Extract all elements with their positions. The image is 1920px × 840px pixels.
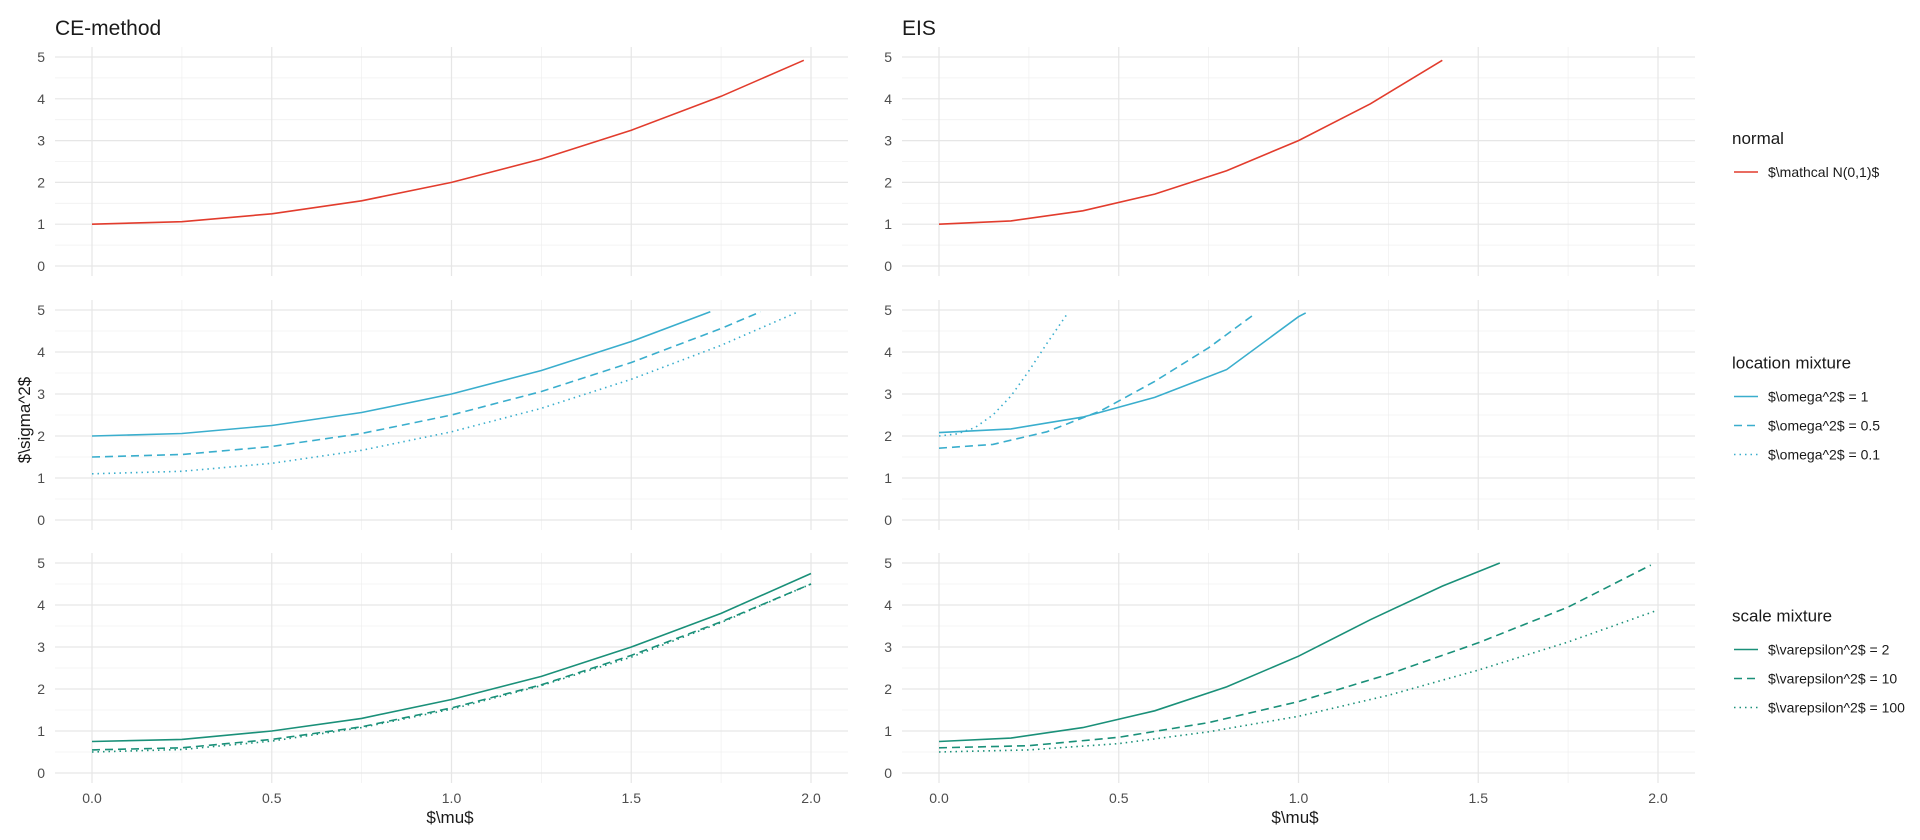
legend-layer: normal $\mathcal N(0,1)$ location mixture $…: [1732, 129, 1905, 716]
x-tick-label: 1.0: [1289, 790, 1309, 806]
tick-layer: 0 1 2 3 4 5 0 1 2 3 4 5 0 1 2 3 4 5 0 1 2 3 4 5 0 1 2 3 4 5 0.0 0.5 1.0 1…: [37, 49, 1668, 806]
legend-label: $\omega^2$ = 1: [1768, 389, 1869, 405]
x-tick-label: 2.0: [1648, 790, 1668, 806]
y-tick-label: 4: [884, 91, 892, 107]
y-tick-label: 3: [884, 386, 892, 402]
y-tick-label: 2: [37, 428, 45, 444]
y-tick-label: 1: [884, 470, 892, 486]
y-tick-label: 1: [884, 216, 892, 232]
x-axis-title-right: $\mu$: [1271, 808, 1319, 827]
series-layer: [91, 59, 1659, 753]
y-tick-label: 4: [884, 597, 892, 613]
legend-title: location mixture: [1732, 354, 1851, 373]
x-tick-label: 2.0: [801, 790, 821, 806]
facet-title-ce-method: CE-method: [55, 17, 161, 40]
x-tick-label: 1.0: [442, 790, 462, 806]
x-tick-label: 1.5: [1469, 790, 1489, 806]
series-line-scale-solid-eis: [938, 562, 1501, 743]
y-tick-label: 0: [884, 258, 892, 274]
y-tick-label: 4: [37, 91, 45, 107]
series-line-scale-dashed-ce: [91, 583, 812, 751]
y-tick-label: 2: [884, 681, 892, 697]
series-line-scale-solid-ce: [91, 572, 812, 743]
series-line-location-dotted-eis: [938, 311, 1070, 437]
legend-label: $\omega^2$ = 0.5: [1768, 418, 1880, 434]
y-tick-label: 0: [37, 765, 45, 781]
y-tick-label: 3: [884, 133, 892, 149]
y-tick-label: 2: [884, 428, 892, 444]
x-tick-label: 0.0: [929, 790, 949, 806]
x-tick-label: 0.5: [262, 790, 282, 806]
legend-label: $\omega^2$ = 0.1: [1768, 447, 1880, 463]
y-tick-label: 5: [884, 49, 892, 65]
y-tick-label: 1: [37, 216, 45, 232]
legend-label: $\varepsilon^2$ = 2: [1768, 642, 1890, 658]
y-tick-label: 5: [37, 49, 45, 65]
y-tick-label: 4: [37, 344, 45, 360]
x-tick-label: 1.5: [622, 790, 642, 806]
series-line-location-dashed-ce: [91, 310, 762, 458]
y-tick-label: 0: [884, 512, 892, 528]
series-line-normal-solid-ce: [91, 59, 805, 225]
legend-label: $\varepsilon^2$ = 10: [1768, 671, 1897, 687]
y-tick-label: 3: [37, 386, 45, 402]
y-tick-label: 1: [37, 723, 45, 739]
y-tick-label: 5: [37, 555, 45, 571]
series-line-scale-dashed-eis: [938, 564, 1652, 749]
y-axis-title: $\sigma^2$: [15, 376, 34, 463]
series-line-normal-solid-eis: [938, 59, 1443, 225]
x-tick-label: 0.5: [1109, 790, 1129, 806]
y-tick-label: 5: [884, 555, 892, 571]
grid-layer: [55, 47, 1695, 783]
facet-title-eis: EIS: [902, 17, 936, 40]
y-tick-label: 0: [37, 258, 45, 274]
legend-label: $\mathcal N(0,1)$: [1768, 164, 1879, 180]
y-tick-label: 3: [37, 133, 45, 149]
series-line-location-dashed-eis: [938, 312, 1256, 449]
series-line-location-dotted-ce: [91, 311, 797, 475]
y-tick-label: 2: [37, 174, 45, 190]
legend-label: $\varepsilon^2$ = 100: [1768, 700, 1905, 716]
series-line-location-solid-ce: [91, 310, 711, 437]
y-tick-label: 2: [37, 681, 45, 697]
y-tick-label: 0: [884, 765, 892, 781]
y-tick-label: 3: [37, 639, 45, 655]
y-tick-label: 2: [884, 174, 892, 190]
y-tick-label: 5: [884, 302, 892, 318]
x-axis-title-left: $\mu$: [426, 808, 474, 827]
y-tick-label: 3: [884, 639, 892, 655]
y-tick-label: 1: [37, 470, 45, 486]
series-line-location-solid-eis: [938, 312, 1307, 434]
y-tick-label: 0: [37, 512, 45, 528]
y-tick-label: 1: [884, 723, 892, 739]
y-tick-label: 5: [37, 302, 45, 318]
legend-title: scale mixture: [1732, 607, 1832, 626]
y-tick-label: 4: [37, 597, 45, 613]
y-tick-label: 4: [884, 344, 892, 360]
x-tick-label: 0.0: [82, 790, 102, 806]
legend-title: normal: [1732, 129, 1784, 148]
